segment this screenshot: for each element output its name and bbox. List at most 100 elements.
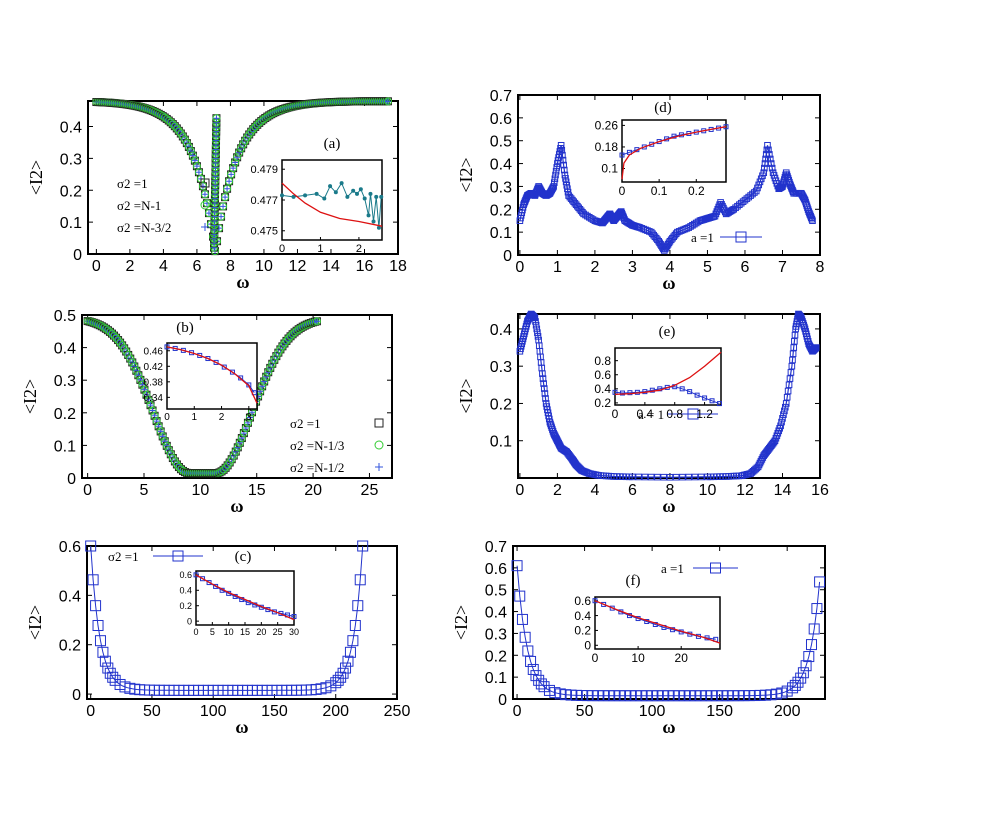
data-point [781,407,788,415]
data-point [781,403,789,411]
data-point [195,169,202,176]
x-tick-label: 0 [86,703,95,720]
x-tick-label: 100 [200,703,227,720]
inset: 0 1 2 0.475 0.477 0.479 [250,159,384,255]
data-point [344,646,356,658]
data-point [635,473,642,481]
inset-y-tick-label: 0.6 [179,570,192,580]
y-tick-label: 0 [73,247,82,264]
legend-label: σ2 =N-3/2 [117,220,171,235]
data-point [760,169,768,177]
y-tick-label: 0.6 [490,111,512,128]
legend-label: σ2 =N-1/3 [290,438,344,453]
inset-x-tick-label: 30 [289,627,299,637]
data-point [786,178,793,186]
y-tick-label: 0.7 [490,88,512,105]
inset-data-point [627,390,633,396]
data-point [532,321,540,329]
data-point [148,406,157,415]
legend-label: σ2 =N-1/2 [290,460,344,475]
inset-data-point [619,152,625,158]
data-point [791,331,799,339]
inset-x-tick-label: 0 [592,651,599,665]
data-point [212,114,221,123]
inset-data-point [328,184,333,189]
y-tick-label: 0.2 [485,648,507,665]
data-point [584,212,591,220]
inset-data-point [314,191,319,196]
data-point [140,385,149,394]
x-tick-label: 150 [706,703,733,720]
x-tick-label: 0 [83,482,92,499]
x-tick-label: 12 [736,482,754,499]
x-tick-label: 0 [92,258,101,275]
inset-data-point [649,387,655,393]
data-point [672,473,680,481]
data-point [266,363,275,372]
axes-frame [517,94,821,256]
data-point [766,151,773,158]
data-point [560,166,568,174]
data-point [666,473,674,481]
data-point [221,463,230,472]
y-tick-label: 0.7 [485,539,507,556]
data-point [228,171,235,178]
data-point [312,317,321,326]
inset: 0 0.1 0.20.10.180.26 [595,119,729,198]
data-point [764,141,771,149]
panel-label: (e) [659,324,676,340]
inset-x-tick-label: 0 [164,412,170,423]
data-point [804,206,812,213]
data-point [150,411,159,420]
data-point [384,98,391,105]
inset-frame [281,159,383,241]
data-point [220,203,227,210]
x-tick-label: 2 [125,258,134,275]
x-tick-label: 250 [384,703,411,720]
data-point [685,473,692,481]
data-point [713,208,721,215]
panel-label: (c) [235,549,252,565]
inset-x-tick-label: 5 [210,627,215,637]
x-tick-label: 50 [576,703,594,720]
data-point [144,395,153,404]
data-point [292,326,301,335]
y-tick-label: 0.1 [54,438,76,455]
data-point [552,171,559,179]
data-point [761,160,769,167]
data-point [580,210,587,218]
data-point [110,331,119,340]
inset-y-tick-label: 0.34 [144,393,164,404]
data-point [550,179,558,186]
data-point [660,473,667,481]
data-point [165,447,172,454]
data-point [527,663,539,675]
inset-data-point [641,144,647,150]
data-point [251,122,260,131]
data-point [542,395,549,402]
data-point [559,156,567,164]
inset-x-tick-label: 10 [631,651,645,665]
y-tick-label: 0.4 [54,341,76,358]
data-point [219,465,228,474]
axes-frame [517,313,821,479]
inset-x-tick-label: 2 [219,412,225,423]
inset-data-point [229,369,235,375]
inset-data-point [376,225,381,230]
inset-data-point [351,188,356,193]
data-point [784,387,792,395]
series-line [90,545,364,691]
data-point [790,344,798,351]
data-point [132,366,141,375]
data-point [641,473,649,481]
x-tick-label: 8 [226,258,235,275]
x-axis-label: ω [236,272,249,292]
data-point [107,671,119,683]
inset: 0 5 10 15 20 25 30 0 0.2 0.4 0.6 [179,570,299,637]
data-point [215,468,224,477]
inset-data-point [280,193,284,198]
x-tick-label: 14 [774,482,792,499]
data-point [229,164,238,173]
data-point [241,424,250,433]
